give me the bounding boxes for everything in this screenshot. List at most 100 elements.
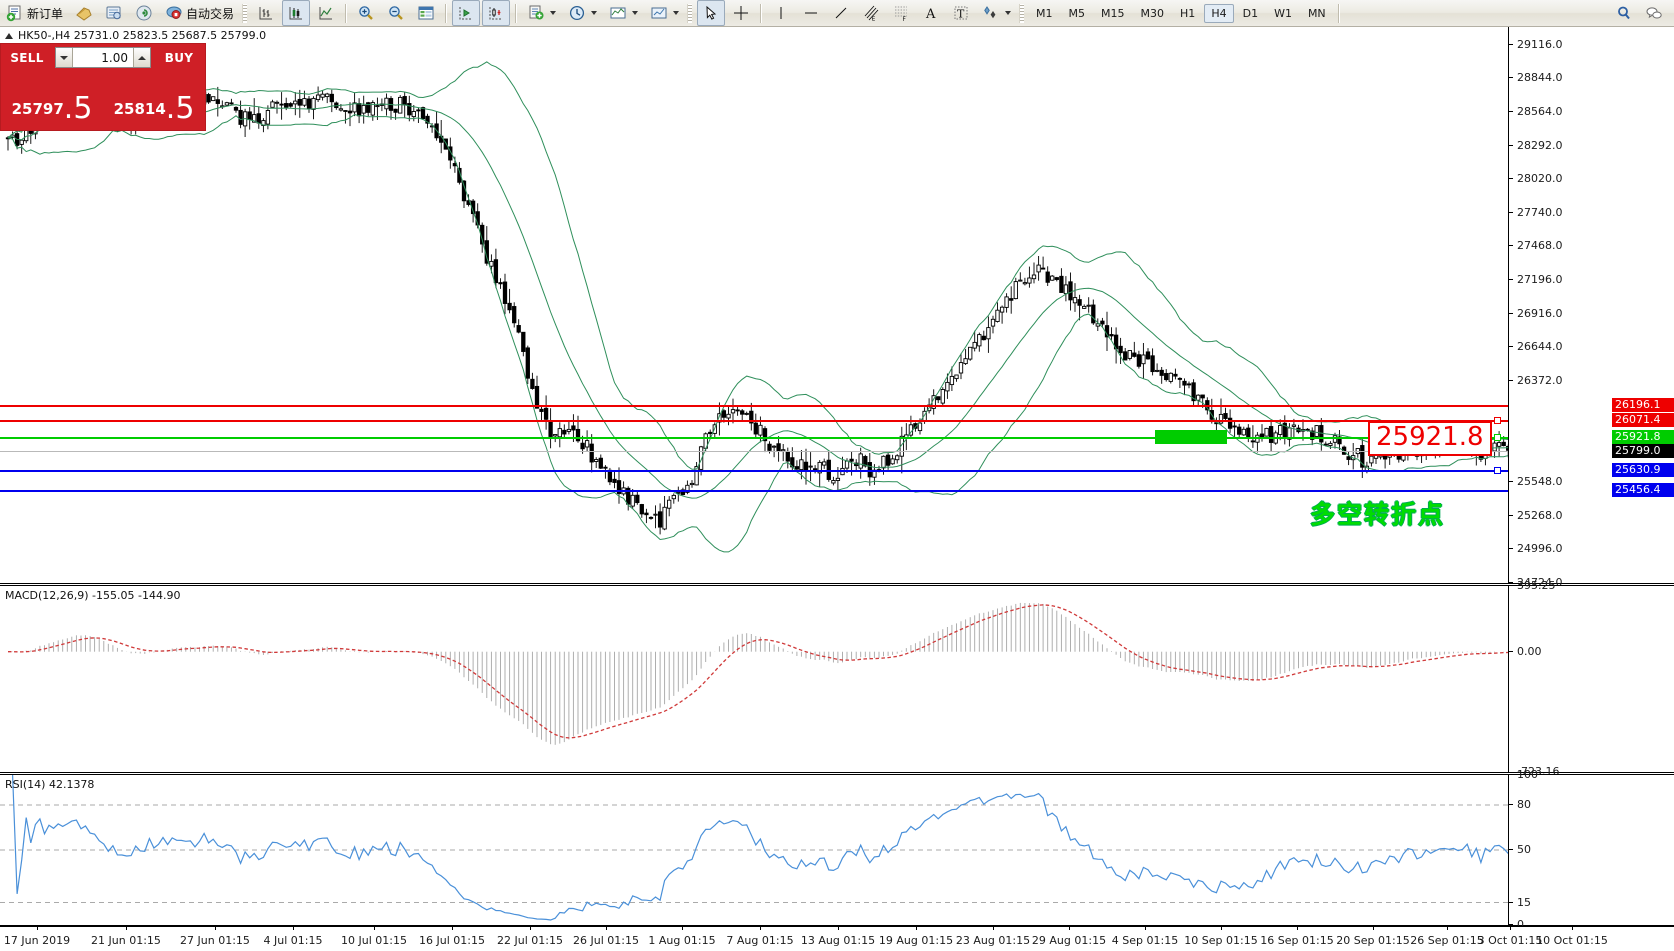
- price-plot[interactable]: 25921.8 多空转折点: [0, 27, 1508, 583]
- rsi-scale[interactable]: 100 80 50 15 0: [1508, 768, 1674, 931]
- vertical-line-button[interactable]: [767, 0, 795, 26]
- timeframe-m1[interactable]: M1: [1036, 6, 1053, 20]
- timeframe-h1[interactable]: H1: [1180, 6, 1196, 20]
- sell-price-cell[interactable]: 25797 .5: [2, 71, 102, 128]
- equidistant-channel-button[interactable]: E: [857, 0, 885, 26]
- timeframe-m5[interactable]: M5: [1068, 6, 1086, 20]
- chat-button[interactable]: [1640, 0, 1668, 26]
- price-tick-label: 26372.0: [1517, 373, 1563, 387]
- new-order-button[interactable]: 新订单: [1, 0, 68, 26]
- time-tick-label: 3 Oct 01:15: [1477, 934, 1543, 947]
- tick-mark: [1509, 548, 1513, 550]
- open-position-marker[interactable]: [1155, 430, 1227, 444]
- level-handle-pivot-turning-point[interactable]: [1494, 434, 1501, 441]
- chevron-down-icon[interactable]: [591, 11, 598, 15]
- bar-chart-button[interactable]: [252, 0, 280, 26]
- objects-list-button[interactable]: [645, 0, 684, 26]
- toolbar-grip-2[interactable]: [687, 3, 693, 23]
- price-tag-support-2[interactable]: 25456.4: [1612, 483, 1674, 497]
- price-tick-label: 28844.0: [1517, 70, 1563, 84]
- auto-scroll-button[interactable]: [482, 0, 511, 26]
- level-line-resistance-2[interactable]: [0, 420, 1508, 422]
- rsi-pane[interactable]: RSI(14) 42.1378 100 80 50 15 0: [0, 768, 1674, 931]
- price-pane[interactable]: HK50-,H4 25731.0 25823.5 25687.5 25799.0…: [0, 27, 1674, 589]
- rsi-plot[interactable]: [0, 775, 1508, 925]
- level-handle-support-1[interactable]: [1494, 467, 1501, 474]
- cursor-icon: [702, 4, 720, 22]
- time-tick-label: 17 Jun 2019: [3, 934, 71, 947]
- new-order-icon: [6, 4, 24, 22]
- sell-button[interactable]: SELL: [10, 50, 44, 65]
- level-line-pivot-turning-point[interactable]: [0, 437, 1508, 439]
- toolbar-grip-3[interactable]: [1019, 3, 1025, 23]
- volume-value[interactable]: 1.00: [101, 50, 128, 65]
- macd-scale[interactable]: 395.25 0.00 -723.16: [1508, 579, 1674, 778]
- volume-dropdown-button[interactable]: [56, 48, 73, 67]
- chart-shift-button[interactable]: [452, 0, 481, 26]
- level-line-support-2[interactable]: [0, 490, 1508, 492]
- one-click-trade-panel[interactable]: SELL 1.00 BUY 25797 .5: [0, 43, 206, 131]
- cursor-button[interactable]: [697, 0, 726, 26]
- trendline-button[interactable]: [827, 0, 855, 26]
- volume-increment-button[interactable]: [133, 48, 150, 67]
- chevron-down-icon[interactable]: [1005, 11, 1012, 15]
- search-button[interactable]: [1610, 0, 1638, 26]
- price-tag-resistance-2[interactable]: 26071.4: [1612, 413, 1674, 427]
- text-label-button[interactable]: A: [917, 0, 945, 26]
- indicators-button[interactable]: [604, 0, 643, 26]
- fibonacci-button[interactable]: F: [887, 0, 915, 26]
- macd-plot[interactable]: [0, 586, 1508, 772]
- price-scale[interactable]: 29116.0 28844.0 28564.0 28292.0 28020.0 27740…: [1508, 27, 1674, 589]
- toolbar-separator-5: [1337, 3, 1340, 23]
- horizontal-line-button[interactable]: [797, 0, 825, 26]
- time-axis[interactable]: 17 Jun 2019 21 Jun 01:15 27 Jun 01:15 4 Jul…: [0, 926, 1674, 951]
- signals-button[interactable]: [130, 0, 158, 26]
- timeframe-m30[interactable]: M30: [1140, 6, 1165, 20]
- level-handle-resistance-2[interactable]: [1494, 417, 1501, 424]
- time-tick: [215, 927, 216, 930]
- period-button[interactable]: [563, 0, 602, 26]
- chevron-down-icon[interactable]: [673, 11, 680, 15]
- price-callout[interactable]: 25921.8: [1368, 421, 1492, 457]
- price-tag-bid-price[interactable]: 25799.0: [1612, 444, 1674, 458]
- toolbar-grip-1[interactable]: [242, 3, 248, 23]
- chart-area[interactable]: HK50-,H4 25731.0 25823.5 25687.5 25799.0…: [0, 27, 1674, 951]
- market-watch-button[interactable]: [412, 0, 440, 26]
- zoom-in-button[interactable]: [352, 0, 380, 26]
- templates-button[interactable]: [522, 0, 561, 26]
- text-button[interactable]: T: [947, 0, 975, 26]
- rsi-tick-label: 15: [1517, 895, 1531, 909]
- chevron-down-icon[interactable]: [550, 11, 557, 15]
- time-tick-label: 16 Sep 01:15: [1260, 934, 1334, 947]
- data-window-button[interactable]: [100, 0, 128, 26]
- time-tick: [1510, 927, 1511, 930]
- volume-input[interactable]: 1.00: [55, 47, 151, 68]
- timeframe-m15[interactable]: M15: [1101, 6, 1125, 20]
- level-line-resistance-1[interactable]: [0, 405, 1508, 407]
- chevron-down-icon[interactable]: [632, 11, 639, 15]
- turning-point-note[interactable]: 多空转折点: [1310, 500, 1446, 529]
- timeframe-d1[interactable]: D1: [1242, 6, 1259, 20]
- zoom-out-button[interactable]: [382, 0, 410, 26]
- level-line-bid-price[interactable]: [0, 451, 1508, 452]
- buy-price-cell[interactable]: 25814 .5: [104, 71, 204, 128]
- time-tick-label: 29 Aug 01:15: [1031, 934, 1107, 947]
- expert-advisors-button[interactable]: [70, 0, 98, 26]
- candlestick-chart-button[interactable]: [282, 0, 311, 26]
- line-chart-button[interactable]: [312, 0, 340, 26]
- price-tag-resistance-1[interactable]: 26196.1: [1612, 398, 1674, 412]
- price-tag-pivot-turning-point[interactable]: 25921.8: [1612, 430, 1674, 444]
- autotrading-button[interactable]: 自动交易: [160, 0, 239, 26]
- autotrading-icon: [165, 4, 183, 22]
- crosshair-button[interactable]: [727, 0, 755, 26]
- macd-pane[interactable]: MACD(12,26,9) -155.05 -144.90 395.25 0.00…: [0, 579, 1674, 778]
- timeframe-h4[interactable]: H4: [1204, 3, 1234, 23]
- level-line-support-1[interactable]: [0, 470, 1508, 472]
- timeframe-mn[interactable]: MN: [1307, 6, 1326, 20]
- buy-button[interactable]: BUY: [164, 50, 194, 65]
- time-tick: [1145, 927, 1146, 930]
- timeframe-w1[interactable]: W1: [1274, 6, 1292, 20]
- price-tag-support-1[interactable]: 25630.9: [1612, 463, 1674, 477]
- shapes-button[interactable]: [977, 0, 1016, 26]
- time-tick-label: 20 Sep 01:15: [1336, 934, 1410, 947]
